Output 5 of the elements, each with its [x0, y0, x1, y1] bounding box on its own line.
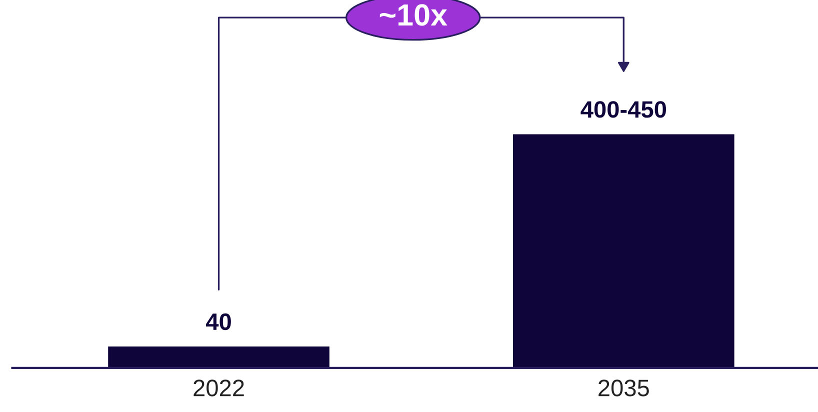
data-label: 400-450: [580, 101, 666, 118]
data-label: 40: [206, 313, 231, 330]
x-tick-label: 2022: [194, 380, 244, 396]
text: ~10x: [380, 4, 448, 26]
x-tick-label: 2035: [598, 380, 649, 396]
